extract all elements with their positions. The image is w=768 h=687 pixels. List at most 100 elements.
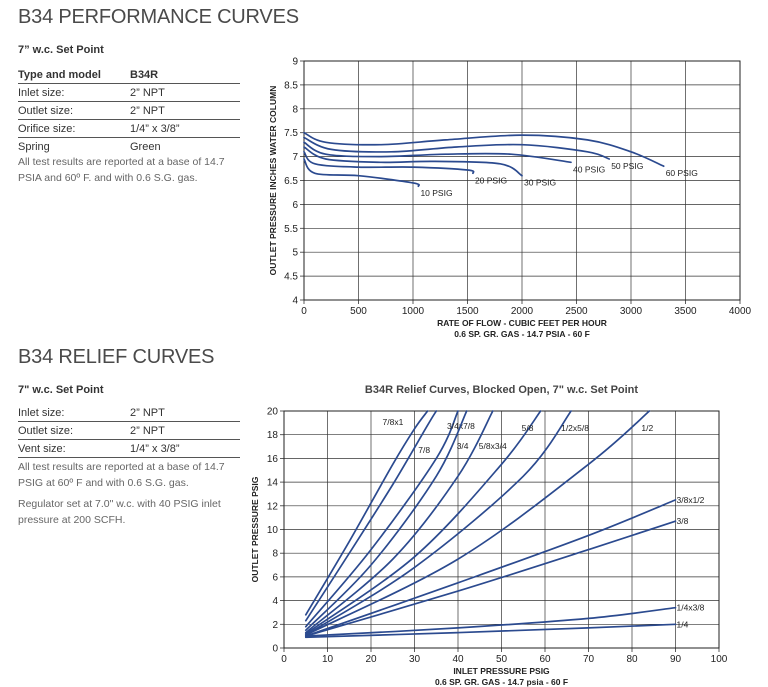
series-line-7-8x1: [304, 410, 429, 616]
y-tick-label: 6: [292, 200, 298, 211]
series-line-7-8: [304, 410, 438, 622]
y-tick-label: 14: [267, 478, 279, 489]
x-tick-label: 0: [301, 306, 307, 317]
spec-key: Inlet size:: [18, 83, 130, 102]
x-tick-label: 50: [496, 654, 508, 665]
spec-value: 2” NPT: [130, 404, 240, 422]
y-tick-label: 7.5: [284, 128, 298, 139]
spec-row: Outlet size: 2” NPT: [18, 101, 240, 120]
spec-row: Inlet size: 2” NPT: [18, 404, 240, 422]
spec-value: B34R: [130, 66, 240, 84]
spec-key: Spring: [18, 141, 50, 153]
performance-title: B34 PERFORMANCE CURVES: [18, 6, 299, 28]
x-axis-sublabel: 0.6 SP. GR. GAS - 14.7 psia - 60 F: [435, 677, 568, 687]
series-line-1-4: [304, 623, 677, 639]
performance-spec-table: Type and model B34R Inlet size: 2” NPT O…: [18, 66, 240, 155]
spec-key: Outlet size:: [18, 101, 130, 120]
series-line-10-psig: [303, 158, 420, 188]
y-tick-label: 10: [267, 525, 279, 536]
spec-value: 2” NPT: [130, 421, 240, 440]
spec-row: Inlet size: 2” NPT: [18, 83, 240, 102]
y-tick-label: 8.5: [284, 80, 298, 91]
spec-key: Orifice size:: [18, 119, 130, 138]
spec-row: Spring Green: [18, 138, 240, 156]
y-tick-label: 16: [267, 454, 279, 465]
spec-key: Outlet size:: [18, 421, 130, 440]
x-tick-label: 10: [322, 654, 334, 665]
series-line-50-psig: [303, 136, 611, 160]
spec-value: 1/4” x 3/8”: [130, 439, 240, 458]
performance-setpoint: 7” w.c. Set Point: [18, 44, 104, 56]
spec-row: Orifice size: 1/4” x 3/8”: [18, 119, 240, 138]
y-tick-label: 4.5: [284, 272, 298, 283]
x-tick-label: 80: [626, 654, 638, 665]
spec-value: 2” NPT: [130, 101, 240, 120]
relief-title: B34 RELIEF CURVES: [18, 346, 215, 368]
plot-frame: [283, 410, 720, 649]
plot-frame: [303, 60, 741, 301]
series-label: 3/8: [677, 516, 689, 526]
x-tick-label: 500: [350, 306, 367, 317]
series-label: 5/8: [522, 423, 534, 433]
x-tick-label: 1500: [456, 306, 479, 317]
series-line-1-2: [304, 410, 651, 636]
spec-key: Inlet size:: [18, 404, 130, 422]
y-tick-label: 8: [272, 549, 278, 560]
spec-row: Outlet size: 2” NPT: [18, 421, 240, 440]
series-label: 7/8: [418, 445, 430, 455]
y-axis-label: OUTLET PRESSURE PSIG: [250, 476, 260, 582]
series-label: 60 PSIG: [666, 168, 698, 178]
y-axis-label: OUTLET PRESSURE INCHES WATER COLUMN: [268, 86, 278, 276]
y-tick-label: 20: [267, 407, 279, 418]
y-tick-label: 6.5: [284, 176, 298, 187]
series-line-3-4: [304, 410, 468, 632]
x-tick-label: 4000: [729, 306, 752, 317]
x-axis-label: RATE OF FLOW - CUBIC FEET PER HOUR: [437, 318, 607, 328]
y-tick-label: 4: [272, 596, 278, 607]
series-line-1-4x3-8: [304, 606, 677, 637]
series-label: 10 PSIG: [420, 188, 452, 198]
x-tick-label: 40: [452, 654, 464, 665]
performance-note: All test results are reported at a base …: [18, 156, 225, 184]
series-label: 1/4: [677, 619, 689, 629]
x-tick-label: 90: [670, 654, 682, 665]
y-tick-label: 12: [267, 501, 279, 512]
series-line-30-psig: [303, 146, 523, 177]
series-label: 1/4x3/8: [677, 603, 705, 613]
spec-value: 2” NPT: [130, 83, 240, 102]
spec-row: Type and model B34R: [18, 66, 240, 84]
x-tick-label: 0: [281, 654, 287, 665]
series-label: 20 PSIG: [475, 175, 507, 185]
y-tick-label: 9: [292, 57, 298, 68]
relief-spec-table: Inlet size: 2” NPT Outlet size: 2” NPT V…: [18, 404, 240, 458]
y-tick-label: 4: [292, 296, 298, 307]
series-label: 3/8x1/2: [677, 495, 705, 505]
spec-row: Vent size: 1/4” x 3/8”: [18, 439, 240, 458]
x-tick-label: 20: [365, 654, 377, 665]
series-line-5-8: [304, 410, 542, 635]
y-tick-label: 5: [292, 248, 298, 259]
y-tick-label: 18: [267, 430, 279, 441]
spec-key: Type and model: [18, 66, 130, 84]
series-line-3-8x1-2: [304, 499, 677, 637]
x-tick-label: 3000: [620, 306, 643, 317]
series-label: 1/2x5/8: [561, 423, 589, 433]
y-tick-label: 2: [272, 620, 278, 631]
y-tick-label: 0: [272, 644, 278, 655]
x-axis-label: INLET PRESSURE PSIG: [453, 666, 550, 676]
y-tick-label: 5.5: [284, 224, 298, 235]
series-label: 3/4: [457, 441, 469, 451]
series-label: 7/8x1: [383, 417, 404, 427]
series-label: 1/2: [641, 423, 653, 433]
y-tick-label: 6: [272, 572, 278, 583]
x-tick-label: 2500: [565, 306, 588, 317]
x-tick-label: 70: [583, 654, 595, 665]
y-tick-label: 7: [292, 152, 298, 163]
series-label: 30 PSIG: [524, 178, 556, 188]
series-line-60-psig: [303, 131, 665, 168]
series-line-5-8x3-4: [304, 410, 494, 634]
series-line-3-4x7-8: [304, 410, 459, 628]
x-tick-label: 3500: [674, 306, 697, 317]
